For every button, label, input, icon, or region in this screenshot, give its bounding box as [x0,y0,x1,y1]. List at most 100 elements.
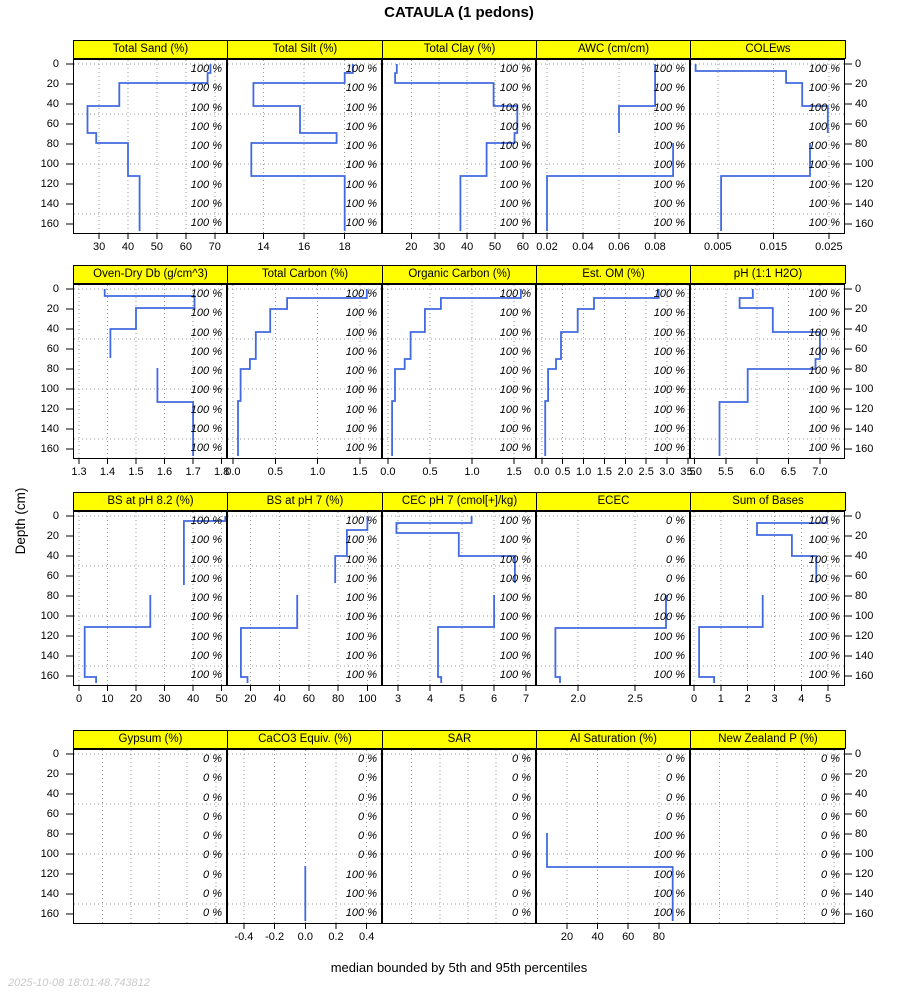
depth-label-right: 160 [855,443,874,455]
fraction-label: 0 % [666,753,685,765]
x-tick-label: 1.3 [71,466,87,478]
fraction-label: 0 % [666,811,685,823]
panel-total-carbon: 100 % 100 % 100 % 100 % 100 % 100 % 100 % 100 %… [227,284,382,464]
fraction-label: 100 % [809,592,840,604]
x-tick-label: 1 [717,693,724,705]
fraction-label: 100 % [654,650,685,662]
depth-label-right: 80 [855,363,868,375]
depth-label-right: 120 [855,630,874,642]
fraction-label: 100 % [500,365,531,377]
fraction-label: 100 % [191,179,222,191]
strip-ecec: ECEC [536,492,691,511]
depth-label-right: 100 [855,610,874,622]
panel-bs-ph-7: 100 % 100 % 100 % 100 % 100 % 100 % 100 % 100 %… [227,511,382,691]
depth-label-right: 60 [855,570,868,582]
fraction-label: 100 % [809,611,840,623]
depth-label-left: 60 [46,808,59,820]
fraction-label: 100 % [809,423,840,435]
fraction-label: 0 % [512,830,531,842]
strip-colews: COLEws [690,40,846,59]
depth-label-left: 0 [52,58,59,70]
profile-line-al-saturation [546,833,674,921]
depth-label-right: 0 [855,748,862,760]
x-tick-label: 50 [215,693,228,705]
x-tick-label: 0.4 [359,931,375,943]
fraction-label: 0 % [512,811,531,823]
fraction-label: 0 % [358,811,377,823]
depth-ticks-right [845,753,852,915]
fraction-label: 100 % [809,573,840,585]
fraction-label: 0 % [203,753,222,765]
depth-label-right: 40 [855,323,868,335]
x-tick-label: 7.0 [812,466,828,478]
x-tick-label: 3.5 [680,466,696,478]
depth-label-left: 60 [46,343,59,355]
depth-label-left: 40 [46,323,59,335]
profile-line-organic-carbon [391,289,522,456]
profile-line-total-clay [394,64,519,231]
depth-label-left: 80 [46,363,59,375]
fraction-label: 100 % [500,198,531,210]
x-tick-label: 1.5 [128,466,144,478]
fraction-label: 0 % [512,792,531,804]
x-tick-label: 0.015 [759,241,788,253]
x-tick-label: 60 [516,241,530,253]
depth-label-right: 20 [855,78,868,90]
strip-sum-of-bases: Sum of Bases [690,492,846,511]
x-tick-label: 60 [622,931,635,943]
depth-label-right: 80 [855,138,868,150]
panel-ph-1-1-h2o: 100 % 100 % 100 % 100 % 100 % 100 % 100 % 100 %… [690,284,845,464]
fraction-label: 0 % [203,811,222,823]
fraction-label: 100 % [809,82,840,94]
depth-label-right: 120 [855,403,874,415]
fraction-label: 100 % [654,198,685,210]
x-tick-label: 0.02 [536,241,558,253]
depth-label-right: 40 [855,788,868,800]
fraction-label: 100 % [346,63,377,75]
fraction-label: 100 % [654,327,685,339]
fraction-label: 100 % [500,423,531,435]
x-tick-label: 0.5 [267,466,283,478]
fraction-label: 100 % [191,140,222,152]
panel-organic-carbon: 100 % 100 % 100 % 100 % 100 % 100 % 100 % 100 %… [382,284,536,464]
depth-label-left: 120 [40,630,59,642]
depth-ticks-left [66,63,73,225]
depth-label-left: 100 [40,383,59,395]
x-tick-label: 16 [297,241,311,253]
fraction-label: 100 % [809,102,840,114]
x-tick-label: 30 [158,693,171,705]
panel-total-sand: 100 % 100 % 100 % 100 % 100 % 100 % 100 % 100 %… [73,59,227,239]
fraction-label: 100 % [500,346,531,358]
strip-total-silt: Total Silt (%) [227,40,383,59]
fraction-label: 100 % [809,198,840,210]
depth-ticks-right [845,63,852,225]
x-tick-label: 2.0 [617,466,633,478]
profile-line-bs-ph-7 [240,516,369,683]
fraction-label: 100 % [809,515,840,527]
fraction-label: 100 % [654,849,685,861]
depth-label-right: 80 [855,590,868,602]
depth-label-left: 40 [46,788,59,800]
strip-organic-carbon: Organic Carbon (%) [382,265,537,284]
depth-label-right: 0 [855,283,862,295]
x-tick-label: 1.6 [156,466,173,478]
fraction-label: 100 % [191,442,222,454]
fraction-label: 100 % [346,365,377,377]
fraction-label: 100 % [191,198,222,210]
depth-label-right: 0 [855,510,862,522]
depth-label-right: 20 [855,530,868,542]
depth-label-right: 160 [855,908,874,920]
fraction-label: 100 % [500,121,531,133]
x-tick-label: 0.0 [225,466,241,478]
fraction-label: 100 % [809,669,840,681]
panel-sar: 0 % 0 % 0 % 0 % 0 % 0 % 0 % 0 % 0 % [382,749,536,924]
x-tick-label: 20 [129,693,143,705]
panel-awc: 100 % 100 % 100 % 100 % 100 % 100 % 100 % 100 %… [536,59,690,239]
fraction-label: 100 % [191,102,222,114]
fraction-label: 0 % [821,792,840,804]
panel-gypsum: 0 % 0 % 0 % 0 % 0 % 0 % 0 % 0 % 0 % [73,749,227,924]
fraction-label: 100 % [654,423,685,435]
panel-colews: 100 % 100 % 100 % 100 % 100 % 100 % 100 % 100 %… [690,59,845,239]
depth-label-right: 40 [855,98,868,110]
